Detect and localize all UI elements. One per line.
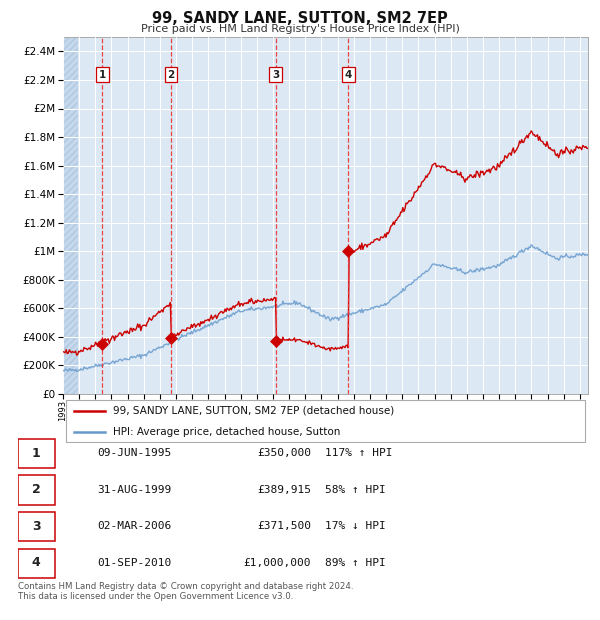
Text: 99, SANDY LANE, SUTTON, SM2 7EP: 99, SANDY LANE, SUTTON, SM2 7EP bbox=[152, 11, 448, 26]
Text: 2: 2 bbox=[32, 484, 40, 496]
Text: £389,915: £389,915 bbox=[257, 485, 311, 495]
Text: 4: 4 bbox=[345, 69, 352, 79]
FancyBboxPatch shape bbox=[18, 512, 55, 541]
Text: Price paid vs. HM Land Registry's House Price Index (HPI): Price paid vs. HM Land Registry's House … bbox=[140, 24, 460, 33]
FancyBboxPatch shape bbox=[18, 549, 55, 578]
Text: 3: 3 bbox=[272, 69, 279, 79]
Text: 31-AUG-1999: 31-AUG-1999 bbox=[97, 485, 171, 495]
Text: Contains HM Land Registry data © Crown copyright and database right 2024.
This d: Contains HM Land Registry data © Crown c… bbox=[18, 582, 353, 601]
Bar bbox=[63, 37, 77, 394]
Text: 1: 1 bbox=[99, 69, 106, 79]
FancyBboxPatch shape bbox=[18, 476, 55, 505]
Text: 2: 2 bbox=[167, 69, 175, 79]
Text: 117% ↑ HPI: 117% ↑ HPI bbox=[325, 448, 393, 458]
Text: 99, SANDY LANE, SUTTON, SM2 7EP (detached house): 99, SANDY LANE, SUTTON, SM2 7EP (detache… bbox=[113, 405, 394, 416]
Text: HPI: Average price, detached house, Sutton: HPI: Average price, detached house, Sutt… bbox=[113, 427, 340, 437]
Text: 4: 4 bbox=[32, 557, 40, 569]
Text: 3: 3 bbox=[32, 520, 40, 533]
FancyBboxPatch shape bbox=[18, 439, 55, 468]
Text: 02-MAR-2006: 02-MAR-2006 bbox=[97, 521, 171, 531]
Text: £350,000: £350,000 bbox=[257, 448, 311, 458]
Text: 09-JUN-1995: 09-JUN-1995 bbox=[97, 448, 171, 458]
Text: £1,000,000: £1,000,000 bbox=[244, 558, 311, 568]
Text: 89% ↑ HPI: 89% ↑ HPI bbox=[325, 558, 386, 568]
Text: 58% ↑ HPI: 58% ↑ HPI bbox=[325, 485, 386, 495]
FancyBboxPatch shape bbox=[65, 400, 586, 441]
Text: 01-SEP-2010: 01-SEP-2010 bbox=[97, 558, 171, 568]
Text: 1: 1 bbox=[32, 447, 40, 459]
Text: 17% ↓ HPI: 17% ↓ HPI bbox=[325, 521, 386, 531]
Text: £371,500: £371,500 bbox=[257, 521, 311, 531]
